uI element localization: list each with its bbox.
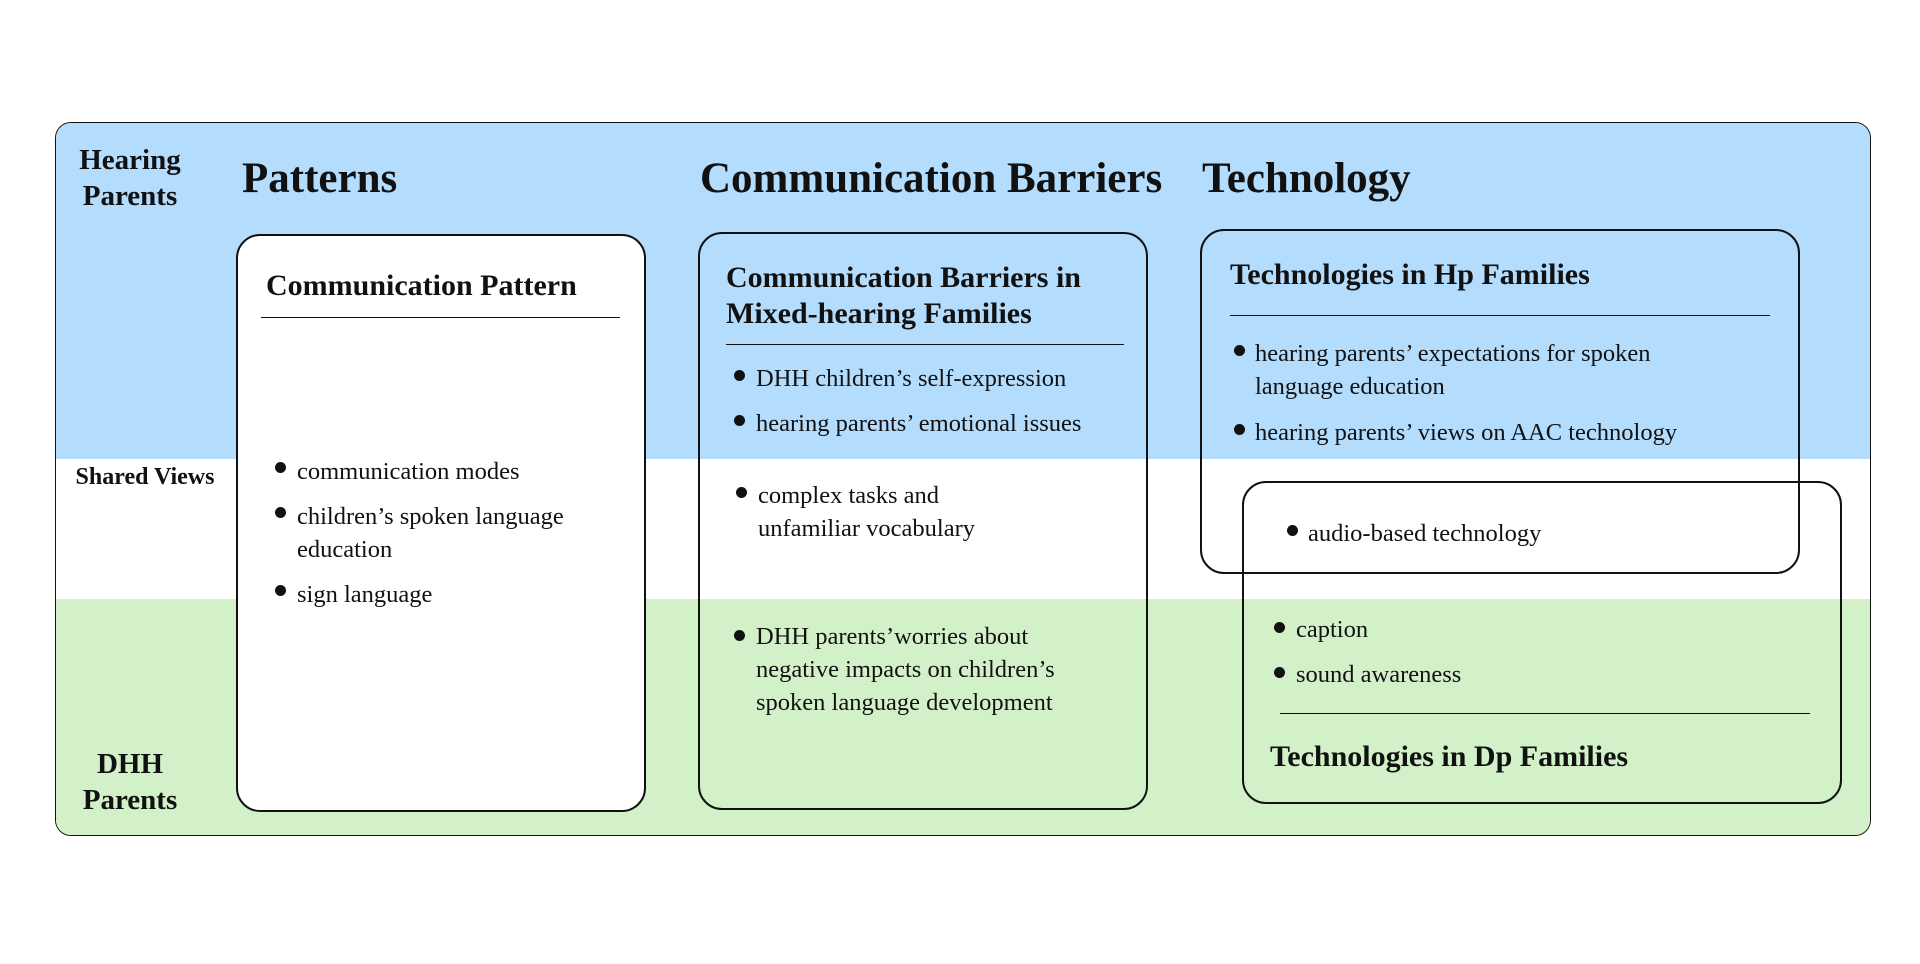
bullet-icon [1287,525,1298,536]
row-label-shared-views: Shared Views [75,464,215,490]
row-label-dhh-parents: DHH Parents [82,748,178,817]
bullet-icon [1274,667,1285,678]
barriers-item-self-expression: DHH children’s self-expression [756,365,1067,392]
communication-pattern-title: Communication Pattern [266,269,577,302]
technologies-dp-box [1242,481,1842,804]
communication-barriers-box [698,232,1148,810]
pattern-item-communication-modes: communication modes [297,458,520,485]
bullet-icon [1234,345,1245,356]
bullet-icon [734,415,745,426]
tech-dp-item-caption: caption [1296,616,1369,643]
row-label-hearing-parents: Hearing Parents [79,144,181,213]
bullet-icon [734,630,745,641]
column-title-communication-barriers: Communication Barriers [700,155,1163,202]
technologies-dp-divider [1280,713,1810,714]
pattern-item-sign-language: sign language [297,581,433,608]
technologies-hp-divider [1230,315,1770,316]
bullet-icon [736,487,747,498]
bullet-icon [275,462,286,473]
tech-hp-item-aac-views: hearing parents’ views on AAC technology [1255,419,1678,446]
communication-pattern-divider [261,317,620,318]
technologies-hp-title: Technologies in Hp Families [1230,258,1590,291]
tech-shared-item-audio-based: audio-based technology [1308,520,1542,547]
communication-barriers-divider [726,344,1124,345]
pattern-item-spoken-language-education: children’s spoken language education [297,503,564,563]
tech-dp-item-sound-awareness: sound awareness [1296,661,1462,688]
tech-hp-item-expectations: hearing parents’ expectations for spoken… [1255,340,1651,400]
bullet-icon [275,507,286,518]
technologies-dp-title: Technologies in Dp Families [1270,740,1629,773]
bullet-icon [1234,424,1245,435]
column-title-patterns: Patterns [242,155,398,202]
barriers-item-complex-tasks: complex tasks and unfamiliar vocabulary [758,482,976,542]
communication-barriers-title: Communication Barriers in Mixed-hearing … [726,261,1081,330]
bullet-icon [275,585,286,596]
technologies-hp-box [1200,229,1800,574]
bullet-icon [1274,622,1285,633]
barriers-item-emotional-issues: hearing parents’ emotional issues [756,410,1082,437]
communication-pattern-box [236,234,646,812]
column-title-technology: Technology [1202,155,1411,202]
barriers-item-dhh-parents-worries: DHH parents’worries about negative impac… [756,623,1055,716]
bullet-icon [734,370,745,381]
